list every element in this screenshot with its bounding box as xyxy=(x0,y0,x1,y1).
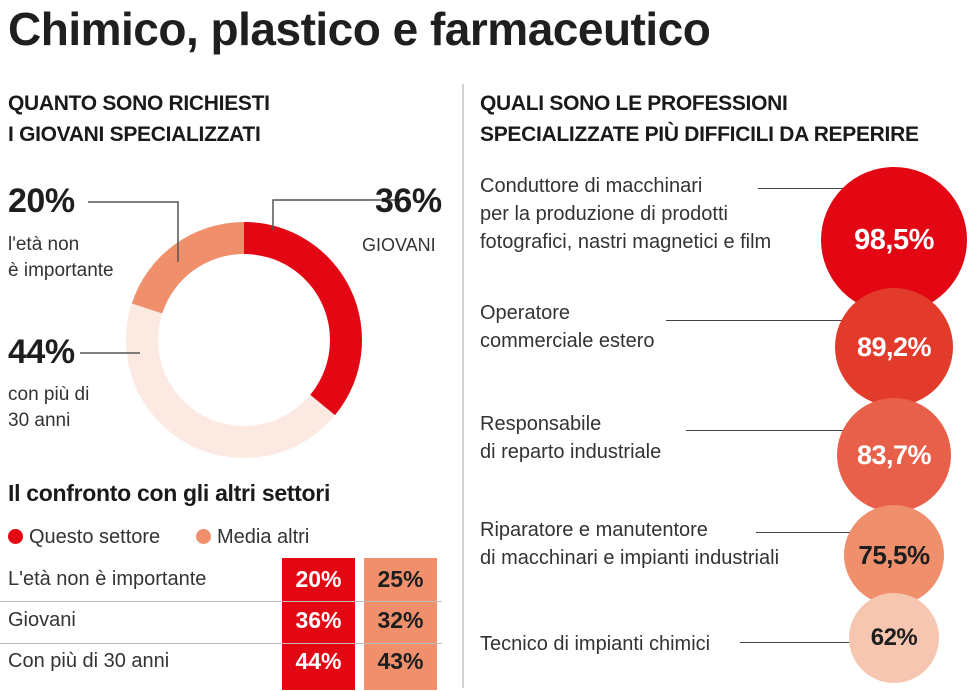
table-cell-others: 32% xyxy=(377,607,424,633)
profession-label: Riparatore e manutentore di macchinari e… xyxy=(480,519,780,569)
profession-label: Conduttore di macchinari per la produzio… xyxy=(480,175,772,253)
table-row-label: L'età non è importante xyxy=(8,568,207,590)
page-title: Chimico, plastico e farmaceutico xyxy=(8,3,711,55)
profession-label: Tecnico di impianti chimici xyxy=(480,633,711,655)
donut-segment-giovani xyxy=(244,222,362,416)
row-separator xyxy=(0,601,442,602)
table-cell-others: 25% xyxy=(377,566,424,592)
profession-value-bubble: 75,5% xyxy=(844,505,944,605)
donut-label-giovani-caption: GIOVANI xyxy=(362,235,436,255)
profession-value-bubble: 62% xyxy=(849,593,939,683)
legend-others-label: Media altri xyxy=(217,526,310,548)
profession-leader-line xyxy=(740,642,894,643)
column-others xyxy=(364,558,437,690)
left-section-heading: QUANTO SONO RICHIESTI I GIOVANI SPECIALI… xyxy=(8,92,270,146)
profession-label: Operatore commerciale estero xyxy=(480,302,655,352)
table-cell-this: 20% xyxy=(295,566,342,592)
column-this-sector xyxy=(282,558,355,690)
legend-this-sector: Questo settore xyxy=(8,526,160,549)
table-row-label: Giovani xyxy=(8,609,76,631)
profession-value-bubble: 83,7% xyxy=(837,398,951,512)
table-row-label: Con più di 30 anni xyxy=(8,650,170,672)
profession-leader-line xyxy=(756,532,894,533)
profession-value-bubble: 89,2% xyxy=(835,288,953,406)
row-separator xyxy=(0,643,442,644)
donut-label-over30-pct: 44% xyxy=(8,333,75,371)
right-section-heading: QUALI SONO LE PROFESSIONI SPECIALIZZATE … xyxy=(480,92,919,146)
profession-label: Responsabile di reparto industriale xyxy=(480,413,662,463)
donut-segment-eta xyxy=(131,222,244,314)
comparison-title: Il confronto con gli altri settori xyxy=(8,480,331,506)
table-cell-this: 44% xyxy=(295,648,342,674)
profession-leader-line xyxy=(758,188,894,189)
legend-dot-orange xyxy=(196,529,211,544)
profession-leader-line xyxy=(666,320,894,321)
donut-label-eta-caption: l'età non è importante xyxy=(8,234,114,281)
column-divider xyxy=(462,84,464,688)
table-cell-this: 36% xyxy=(295,607,342,633)
donut-label-over30-caption: con più di 30 anni xyxy=(8,384,90,431)
legend-dot-red xyxy=(8,529,23,544)
legend-this-sector-label: Questo settore xyxy=(29,526,161,548)
donut-label-eta-pct: 20% xyxy=(8,182,75,220)
legend-others: Media altri xyxy=(196,526,309,549)
donut-label-giovani-pct: 36% xyxy=(375,182,442,220)
table-cell-others: 43% xyxy=(377,648,424,674)
profession-leader-line xyxy=(686,430,894,431)
donut-segment-over30 xyxy=(126,303,335,458)
